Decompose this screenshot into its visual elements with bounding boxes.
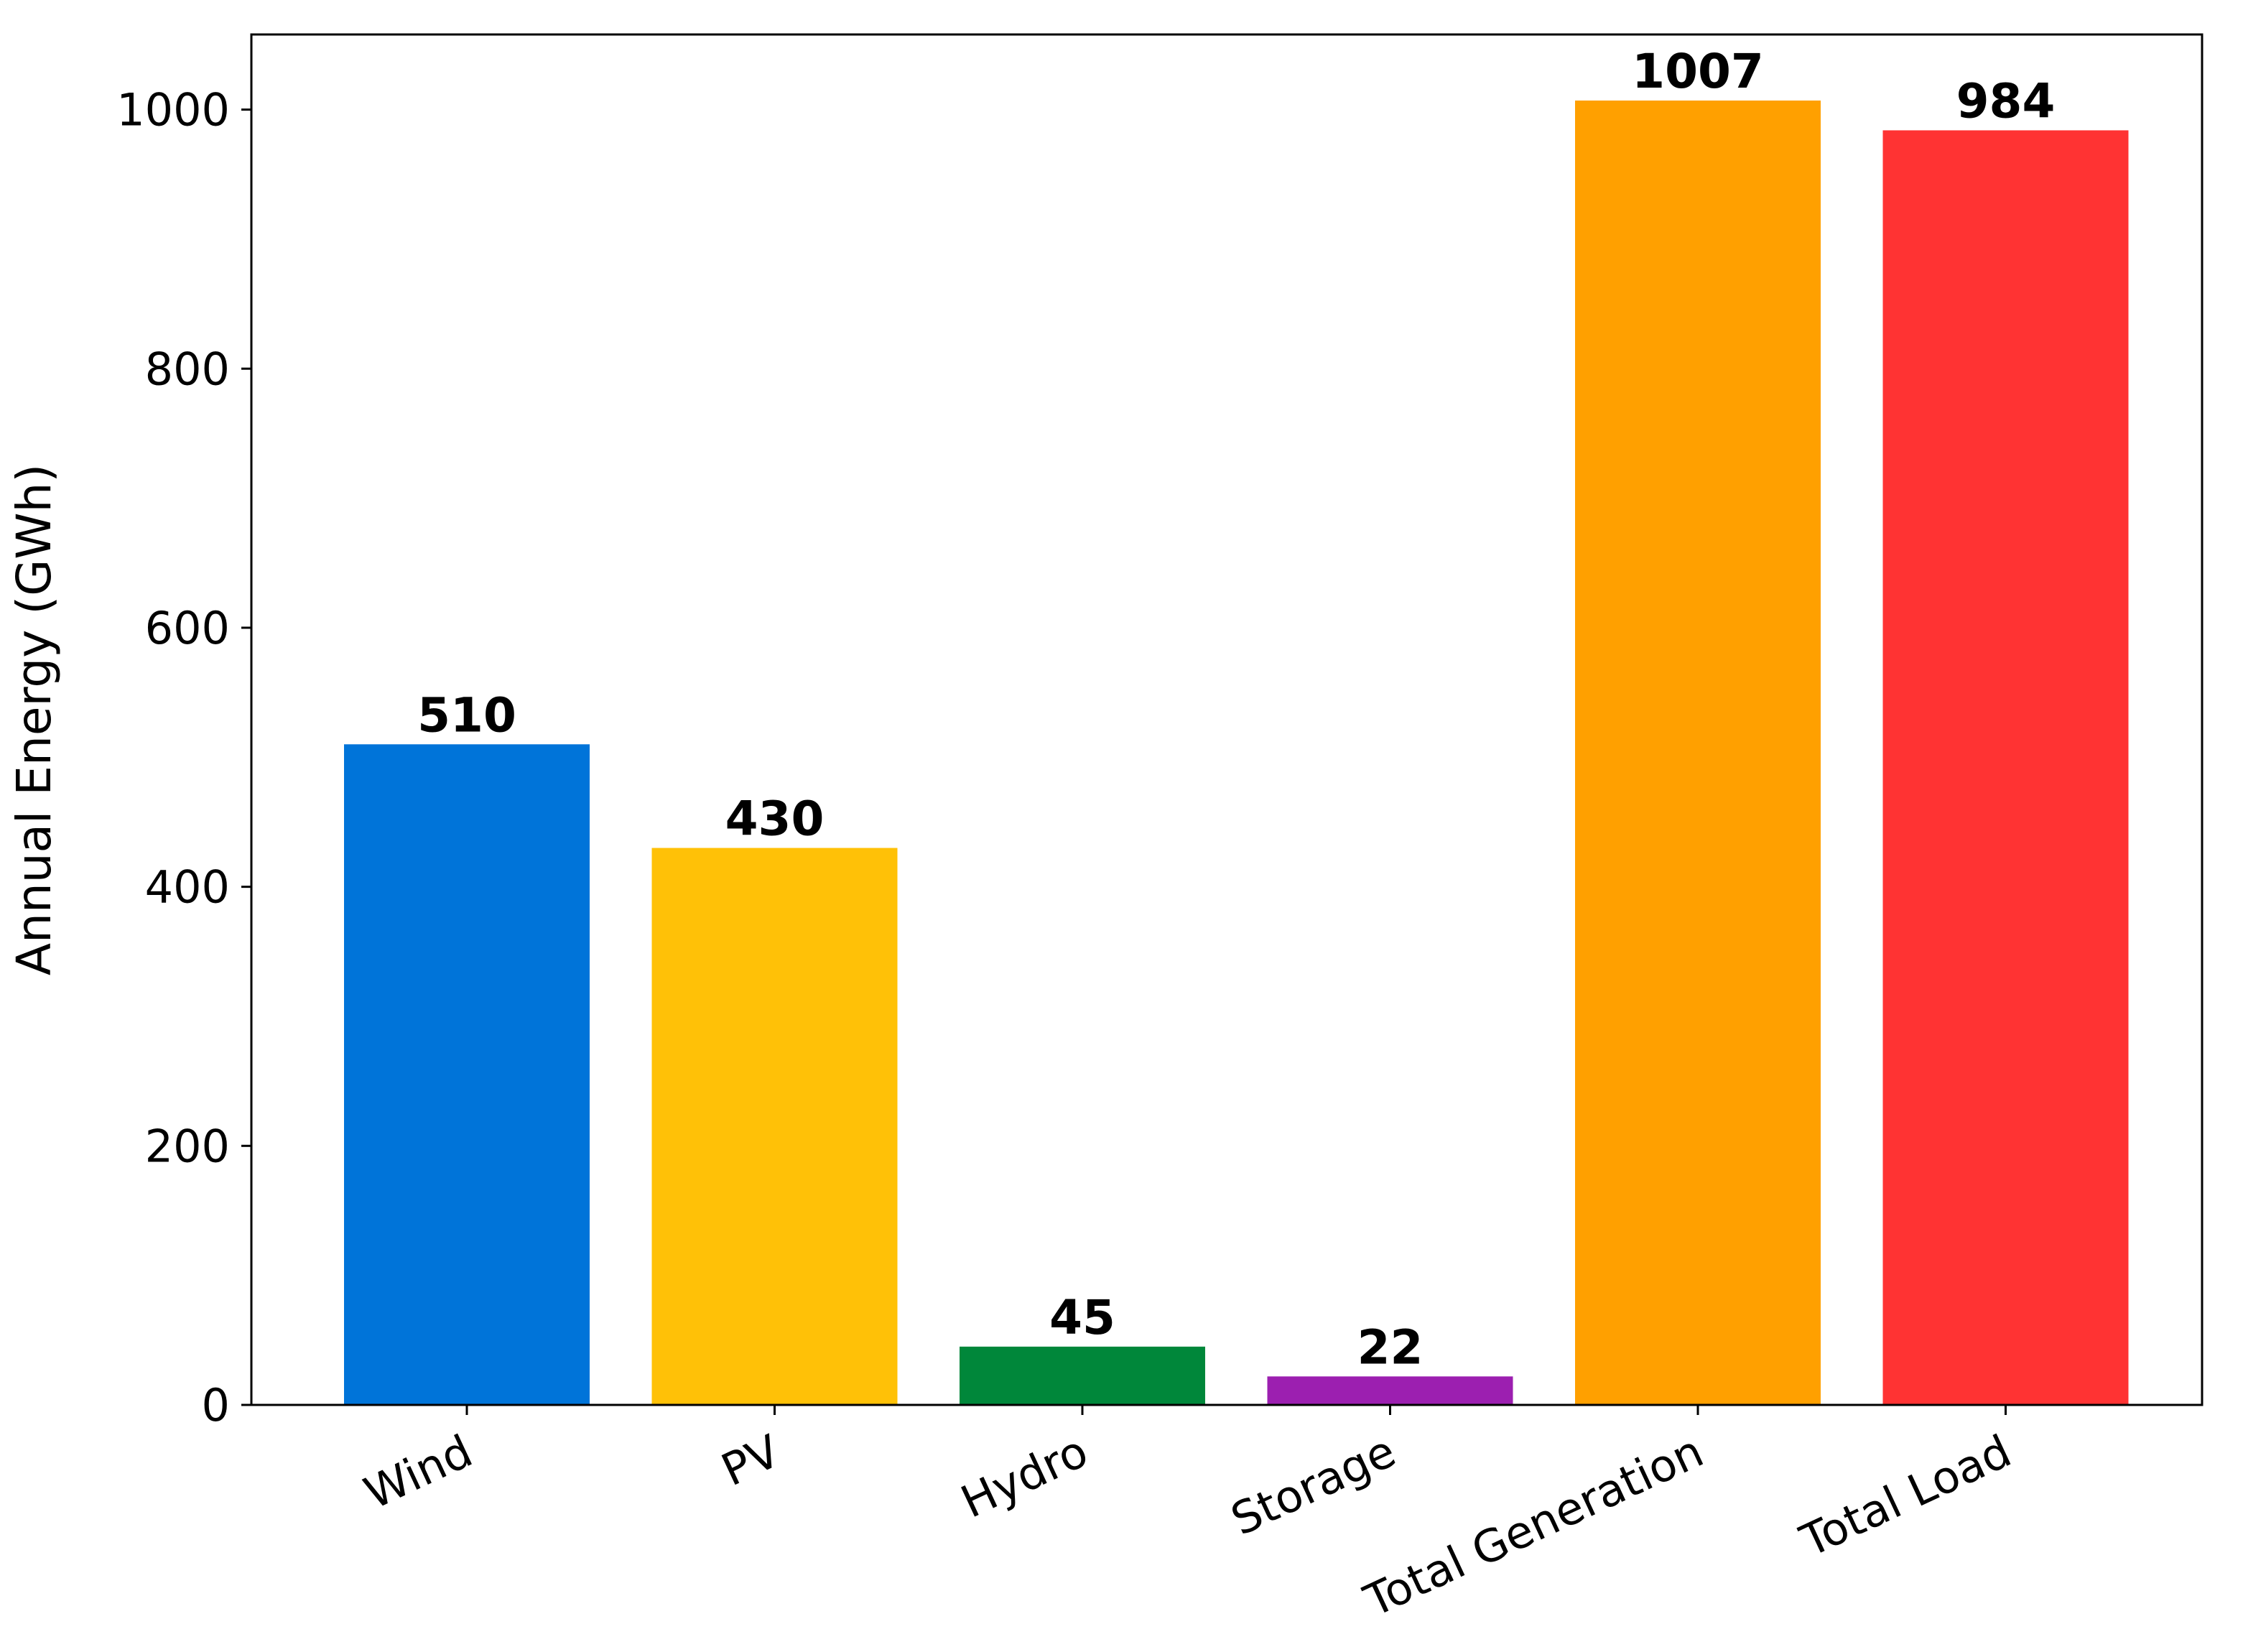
plot-frame [250,33,2203,1406]
value-label-pv: 430 [725,792,825,847]
x-tick-label-total-load: Total Load [1792,1424,2019,1567]
y-tick-label-800: 800 [145,343,230,395]
y-tick-label-600: 600 [145,602,230,654]
y-tick-label-1000: 1000 [116,84,230,136]
bar-total-generation [1575,100,1821,1406]
y-tick-label-0: 0 [202,1379,230,1431]
value-label-wind: 510 [417,687,516,743]
x-tick-label-hydro: Hydro [953,1424,1095,1528]
x-tick-label-wind: Wind [356,1424,480,1519]
bar-wind [344,744,590,1405]
value-label-hydro: 45 [1049,1290,1115,1345]
y-axis-title: Annual Energy (GWh) [6,464,62,975]
bars-layer [344,100,2129,1406]
value-labels-layer: 510 430 45 22 1007 984 [417,44,2055,1375]
y-tick-label-400: 400 [145,861,230,914]
bar-hydro [960,1346,1205,1405]
value-label-total-generation: 1007 [1632,44,1764,99]
bar-total-load [1882,130,2129,1406]
y-axis: 0 200 400 600 800 1000 [116,84,251,1431]
bar-storage [1267,1376,1513,1405]
x-tick-label-pv: PV [714,1424,788,1496]
x-tick-label-total-generation: Total Generation [1356,1424,1711,1627]
value-label-total-load: 984 [1956,73,2056,129]
y-tick-label-200: 200 [145,1120,230,1172]
value-label-storage: 22 [1357,1319,1424,1375]
x-tick-label-storage: Storage [1223,1424,1403,1546]
bar-pv [651,848,898,1405]
